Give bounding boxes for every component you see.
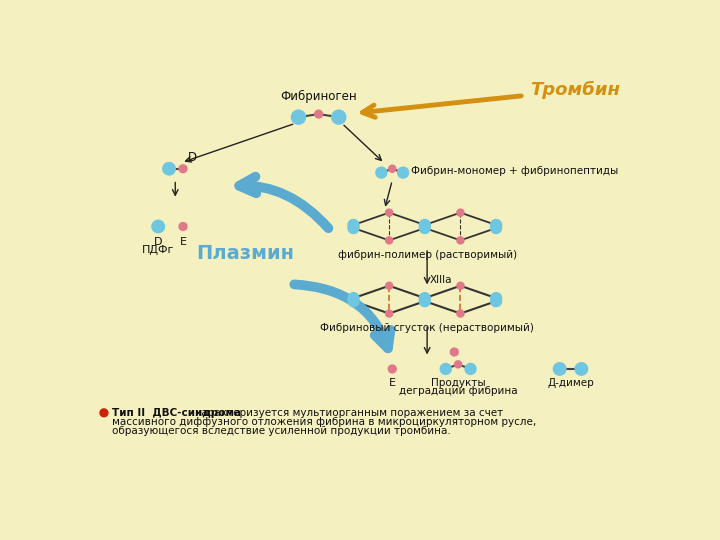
Circle shape (291, 110, 306, 125)
Text: характеризуется мультиорганным поражением за счет: характеризуется мультиорганным поражение… (192, 408, 503, 418)
Circle shape (439, 363, 452, 375)
Circle shape (385, 281, 393, 290)
Circle shape (456, 208, 464, 217)
Circle shape (490, 295, 503, 307)
Circle shape (387, 364, 397, 374)
Circle shape (397, 166, 409, 179)
Circle shape (418, 295, 431, 307)
Text: Тип II  ДВС-синдрома: Тип II ДВС-синдрома (112, 408, 240, 418)
Circle shape (418, 292, 431, 304)
Circle shape (347, 295, 360, 307)
Circle shape (162, 162, 176, 176)
Text: XIIIa: XIIIa (429, 275, 452, 285)
Circle shape (454, 360, 462, 369)
Text: образующегося вследствие усиленной продукции тромбина.: образующегося вследствие усиленной проду… (112, 426, 451, 436)
Circle shape (331, 110, 346, 125)
Text: E: E (389, 378, 396, 388)
Circle shape (179, 222, 188, 231)
Circle shape (375, 166, 387, 179)
Text: фибрин-полимер (растворимый): фибрин-полимер (растворимый) (338, 249, 517, 260)
Text: Фибриноген: Фибриноген (280, 90, 357, 103)
Circle shape (385, 208, 393, 217)
Circle shape (99, 408, 109, 417)
Circle shape (347, 222, 360, 234)
Circle shape (490, 222, 503, 234)
Circle shape (456, 309, 464, 318)
Circle shape (553, 362, 567, 376)
Text: Плазмин: Плазмин (196, 244, 294, 263)
Text: Д-димер: Д-димер (547, 378, 594, 388)
Circle shape (418, 222, 431, 234)
Circle shape (314, 110, 323, 119)
Circle shape (385, 309, 393, 318)
Circle shape (385, 236, 393, 245)
Circle shape (449, 347, 459, 356)
Text: D: D (188, 151, 197, 165)
Circle shape (347, 292, 360, 304)
Circle shape (456, 281, 464, 290)
Circle shape (490, 292, 503, 304)
Circle shape (418, 219, 431, 231)
Text: E: E (179, 237, 186, 247)
Circle shape (179, 164, 188, 173)
Text: Фибриновый сгусток (нерастворимый): Фибриновый сгусток (нерастворимый) (320, 323, 534, 333)
Text: массивного диффузного отложения фибрина в микроциркуляторном русле,: массивного диффузного отложения фибрина … (112, 417, 536, 427)
Circle shape (490, 219, 503, 231)
Circle shape (575, 362, 588, 376)
Circle shape (456, 236, 464, 245)
Text: Тромбин: Тромбин (530, 80, 620, 98)
Text: D: D (154, 237, 163, 247)
Text: Продукты: Продукты (431, 378, 485, 388)
Circle shape (347, 219, 360, 231)
Circle shape (388, 165, 397, 173)
Circle shape (151, 220, 165, 233)
Text: Фибрин-мономер + фибринопептиды: Фибрин-мономер + фибринопептиды (411, 166, 618, 176)
Text: ПДФг: ПДФг (142, 245, 174, 255)
Text: деградации фибрина: деградации фибрина (399, 386, 518, 396)
Circle shape (464, 363, 477, 375)
